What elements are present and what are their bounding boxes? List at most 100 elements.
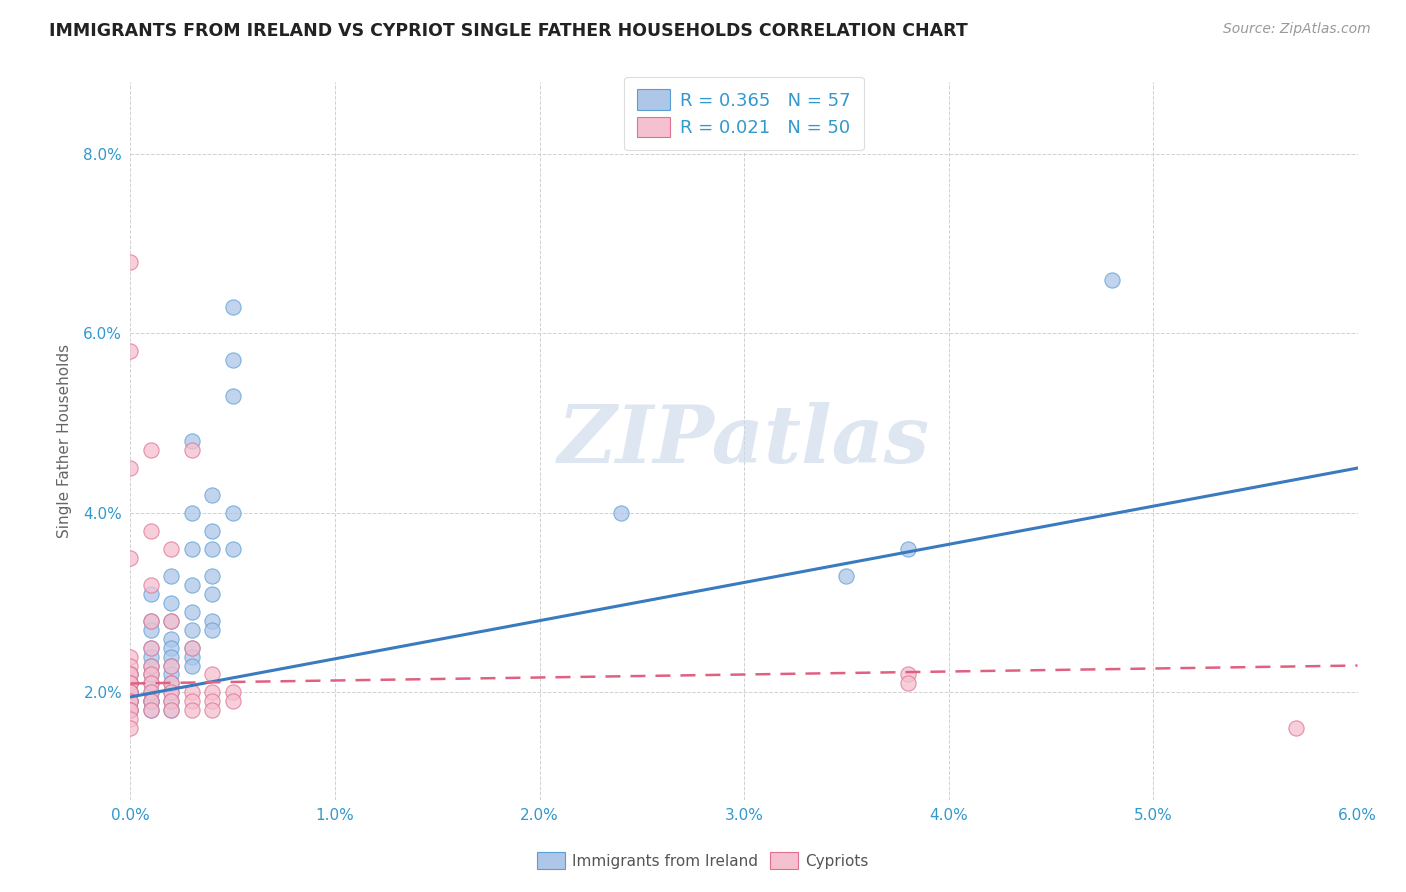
Point	[180, 541, 202, 556]
Point	[160, 632, 183, 646]
Point	[201, 614, 224, 628]
Point	[120, 685, 142, 699]
Point	[139, 703, 162, 717]
Point	[120, 694, 142, 708]
Point	[120, 685, 142, 699]
Point	[897, 667, 920, 681]
Point	[120, 676, 142, 690]
Point	[120, 550, 142, 565]
Legend: Immigrants from Ireland, Cypriots: Immigrants from Ireland, Cypriots	[531, 846, 875, 875]
Point	[160, 649, 183, 664]
Point	[160, 694, 183, 708]
Point	[120, 694, 142, 708]
Point	[180, 658, 202, 673]
Point	[222, 353, 245, 368]
Point	[139, 685, 162, 699]
Point	[222, 389, 245, 403]
Text: IMMIGRANTS FROM IRELAND VS CYPRIOT SINGLE FATHER HOUSEHOLDS CORRELATION CHART: IMMIGRANTS FROM IRELAND VS CYPRIOT SINGL…	[49, 22, 967, 40]
Point	[120, 667, 142, 681]
Point	[120, 703, 142, 717]
Point	[201, 568, 224, 582]
Point	[180, 578, 202, 592]
Point	[160, 614, 183, 628]
Point	[160, 640, 183, 655]
Point	[120, 712, 142, 726]
Point	[180, 434, 202, 449]
Point	[180, 685, 202, 699]
Point	[160, 658, 183, 673]
Point	[120, 676, 142, 690]
Point	[139, 640, 162, 655]
Point	[610, 506, 633, 520]
Point	[222, 541, 245, 556]
Point	[139, 676, 162, 690]
Point	[120, 694, 142, 708]
Point	[222, 694, 245, 708]
Point	[201, 703, 224, 717]
Point	[139, 676, 162, 690]
Point	[201, 667, 224, 681]
Y-axis label: Single Father Households: Single Father Households	[58, 344, 72, 538]
Point	[139, 658, 162, 673]
Point	[139, 443, 162, 458]
Point	[201, 524, 224, 538]
Point	[201, 541, 224, 556]
Point	[180, 694, 202, 708]
Point	[222, 300, 245, 314]
Point	[201, 685, 224, 699]
Point	[180, 443, 202, 458]
Point	[139, 703, 162, 717]
Point	[120, 676, 142, 690]
Point	[139, 524, 162, 538]
Text: Source: ZipAtlas.com: Source: ZipAtlas.com	[1223, 22, 1371, 37]
Point	[201, 587, 224, 601]
Point	[160, 658, 183, 673]
Point	[139, 694, 162, 708]
Point	[120, 344, 142, 359]
Point	[180, 703, 202, 717]
Point	[201, 488, 224, 502]
Point	[120, 676, 142, 690]
Point	[160, 596, 183, 610]
Point	[139, 694, 162, 708]
Point	[160, 676, 183, 690]
Point	[160, 667, 183, 681]
Point	[201, 694, 224, 708]
Point	[120, 703, 142, 717]
Text: ZIPatlas: ZIPatlas	[558, 402, 929, 480]
Point	[139, 587, 162, 601]
Point	[160, 541, 183, 556]
Point	[139, 667, 162, 681]
Point	[180, 640, 202, 655]
Point	[120, 649, 142, 664]
Point	[897, 541, 920, 556]
Point	[139, 614, 162, 628]
Point	[160, 614, 183, 628]
Point	[1285, 722, 1308, 736]
Point	[139, 614, 162, 628]
Point	[835, 568, 858, 582]
Point	[160, 685, 183, 699]
Point	[120, 667, 142, 681]
Point	[120, 722, 142, 736]
Point	[897, 676, 920, 690]
Point	[120, 685, 142, 699]
Point	[180, 649, 202, 664]
Point	[139, 578, 162, 592]
Point	[160, 703, 183, 717]
Point	[180, 640, 202, 655]
Point	[120, 658, 142, 673]
Point	[139, 623, 162, 637]
Point	[139, 694, 162, 708]
Point	[222, 685, 245, 699]
Point	[160, 694, 183, 708]
Point	[160, 703, 183, 717]
Point	[180, 605, 202, 619]
Point	[139, 685, 162, 699]
Point	[180, 506, 202, 520]
Point	[120, 694, 142, 708]
Point	[160, 676, 183, 690]
Point	[139, 667, 162, 681]
Point	[139, 658, 162, 673]
Point	[139, 640, 162, 655]
